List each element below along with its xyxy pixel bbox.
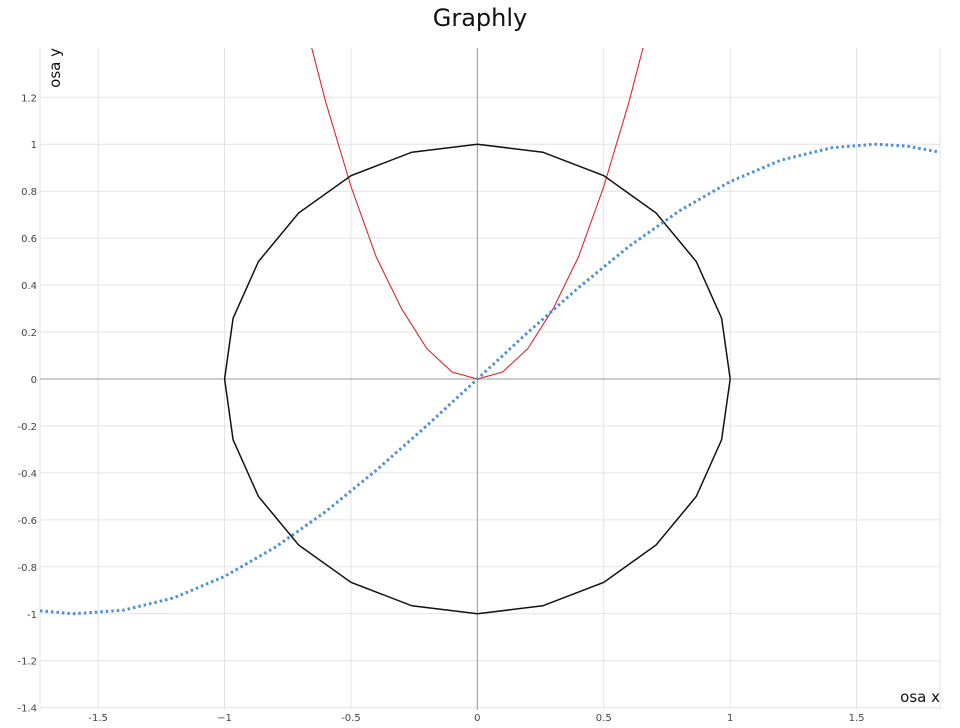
x-tick-label: −1 — [217, 713, 232, 724]
y-tick-label: 0.8 — [21, 187, 37, 198]
x-axis-title: osa x — [900, 688, 940, 706]
series-line-2 — [223, 143, 731, 615]
y-tick-label: 0.2 — [21, 328, 37, 339]
y-tick-label: 0.4 — [21, 281, 37, 292]
y-tick-label: -0.4 — [17, 469, 37, 480]
x-tick-label: -0.5 — [341, 713, 361, 724]
series-group — [40, 48, 940, 616]
axes — [40, 48, 940, 710]
x-tick-label: 0.5 — [596, 713, 612, 724]
x-tick-label: 0 — [474, 713, 480, 724]
y-tick-label: -1 — [27, 610, 37, 621]
y-tick-label: -0.6 — [17, 516, 37, 527]
x-tick-label: 1 — [727, 713, 733, 724]
y-tick-label: 0.6 — [21, 234, 37, 245]
y-tick-label: 0 — [31, 375, 37, 386]
y-tick-label: -0.2 — [17, 422, 37, 433]
y-tick-label: -0.8 — [17, 563, 37, 574]
tick-labels: -1.5 −1 -0.5 0 0.5 1 1.5 -1.4 -1.2 -1 -0.8 -0.6 -0.4… — [17, 93, 864, 724]
chart-title: Graphly — [432, 4, 528, 32]
y-tick-label: -1.4 — [17, 704, 37, 715]
x-tick-label: -1.5 — [88, 713, 108, 724]
y-tick-label: -1.2 — [17, 657, 37, 668]
x-tick-label: 1.5 — [849, 713, 865, 724]
y-tick-label: 1 — [31, 140, 37, 151]
y-axis-title: osa y — [46, 48, 64, 88]
y-tick-label: 1.2 — [21, 93, 37, 104]
series-line-3 — [40, 142, 940, 616]
